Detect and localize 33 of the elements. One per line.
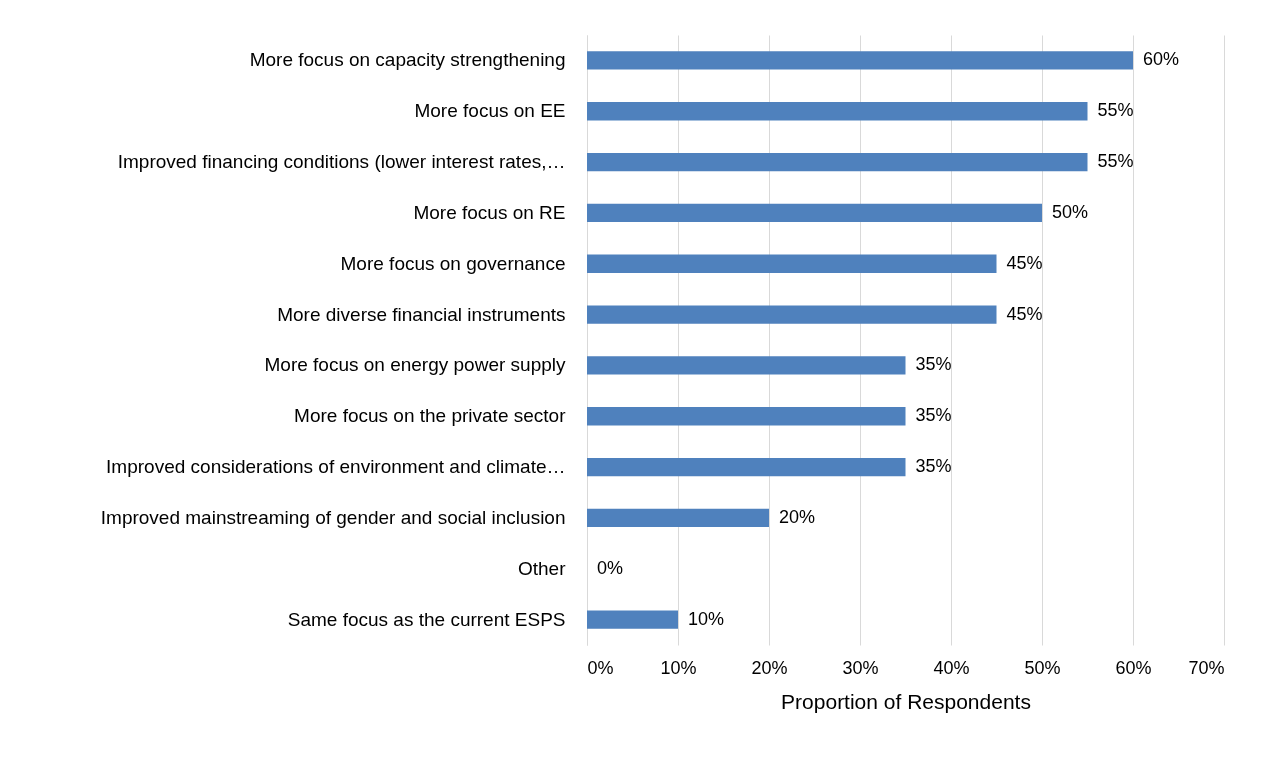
data-label: 20% [779, 506, 816, 527]
x-axis-title: Proportion of Respondents [781, 689, 1031, 713]
data-label: 35% [915, 405, 952, 426]
data-label: 45% [1006, 252, 1043, 273]
y-tick-label: More diverse financial instruments [277, 303, 566, 325]
x-tick-label: 0% [587, 657, 614, 678]
y-tick-label: More focus on energy power supply [264, 354, 566, 376]
y-tick-label: More focus on the private sector [294, 405, 567, 427]
x-tick-label: 40% [933, 657, 970, 678]
data-label: 10% [688, 608, 725, 629]
y-tick-label: More focus on governance [340, 252, 566, 274]
data-label: 55% [1097, 151, 1134, 172]
data-label: 35% [915, 354, 952, 375]
y-tick-label: Improved considerations of environment and climate… [106, 456, 566, 478]
y-tick-label: Improved financing conditions (lower interest rates,… [117, 151, 566, 173]
x-tick-label: 60% [1115, 657, 1152, 678]
data-label: 50% [1052, 201, 1089, 222]
data-label: 55% [1097, 100, 1134, 121]
y-tick-label: More focus on capacity strengthening [249, 49, 566, 71]
y-tick-label: Same focus as the current ESPS [287, 608, 566, 630]
y-tick-label: More focus on EE [414, 100, 566, 122]
data-label: 35% [915, 456, 952, 477]
x-tick-label: 50% [1024, 657, 1061, 678]
data-label: 45% [1006, 303, 1043, 324]
x-tick-label: 70% [1188, 657, 1225, 678]
x-tick-label: 30% [842, 657, 879, 678]
x-tick-label: 10% [660, 657, 697, 678]
y-tick-label: More focus on RE [413, 201, 566, 223]
y-tick-label: Improved mainstreaming of gender and social inclusion [100, 506, 566, 528]
data-label: 60% [1143, 49, 1180, 70]
data-label: 0% [597, 557, 624, 578]
y-tick-label: Other [517, 557, 567, 579]
x-tick-label: 20% [751, 657, 788, 678]
